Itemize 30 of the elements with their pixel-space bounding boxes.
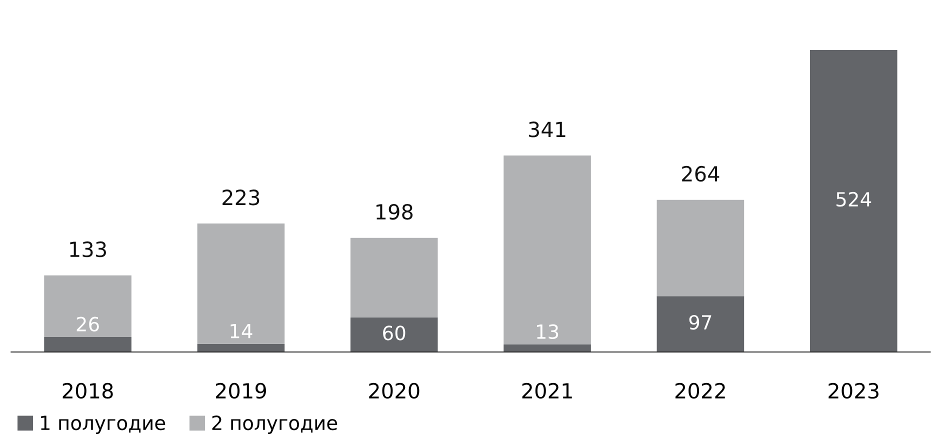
- bar: [197, 344, 285, 352]
- bar: [350, 317, 438, 352]
- bar: [810, 50, 898, 352]
- bar: [44, 337, 132, 352]
- total-label: 223: [222, 190, 260, 206]
- x-tick-label: 2022: [675, 382, 725, 399]
- total-label: 133: [70, 241, 106, 258]
- bar: [656, 200, 744, 296]
- data-label: 60: [383, 326, 406, 340]
- x-tick-label: 2019: [216, 382, 266, 399]
- bar: [350, 238, 438, 318]
- bar: [656, 296, 744, 352]
- x-tick-label: 2020: [369, 382, 420, 399]
- bar: [197, 223, 285, 344]
- legend-label: 1 полугодие: [41, 416, 166, 434]
- data-label: 524: [836, 192, 872, 207]
- total-label: 264: [682, 166, 720, 182]
- bar: [504, 344, 591, 352]
- x-tick-label: 2023: [828, 382, 878, 399]
- data-label: 26: [76, 316, 99, 332]
- x-tick-label: 2021: [522, 382, 572, 399]
- total-label: 341: [528, 122, 566, 138]
- data-label: 97: [689, 314, 712, 330]
- total-label: 198: [376, 204, 413, 220]
- data-label: 13: [537, 324, 558, 340]
- x-tick-label: 2018: [62, 382, 113, 399]
- data-label: 14: [230, 324, 252, 338]
- legend-label: 2 полугодие: [212, 415, 338, 434]
- bar: [504, 155, 591, 345]
- bar: [44, 275, 132, 338]
